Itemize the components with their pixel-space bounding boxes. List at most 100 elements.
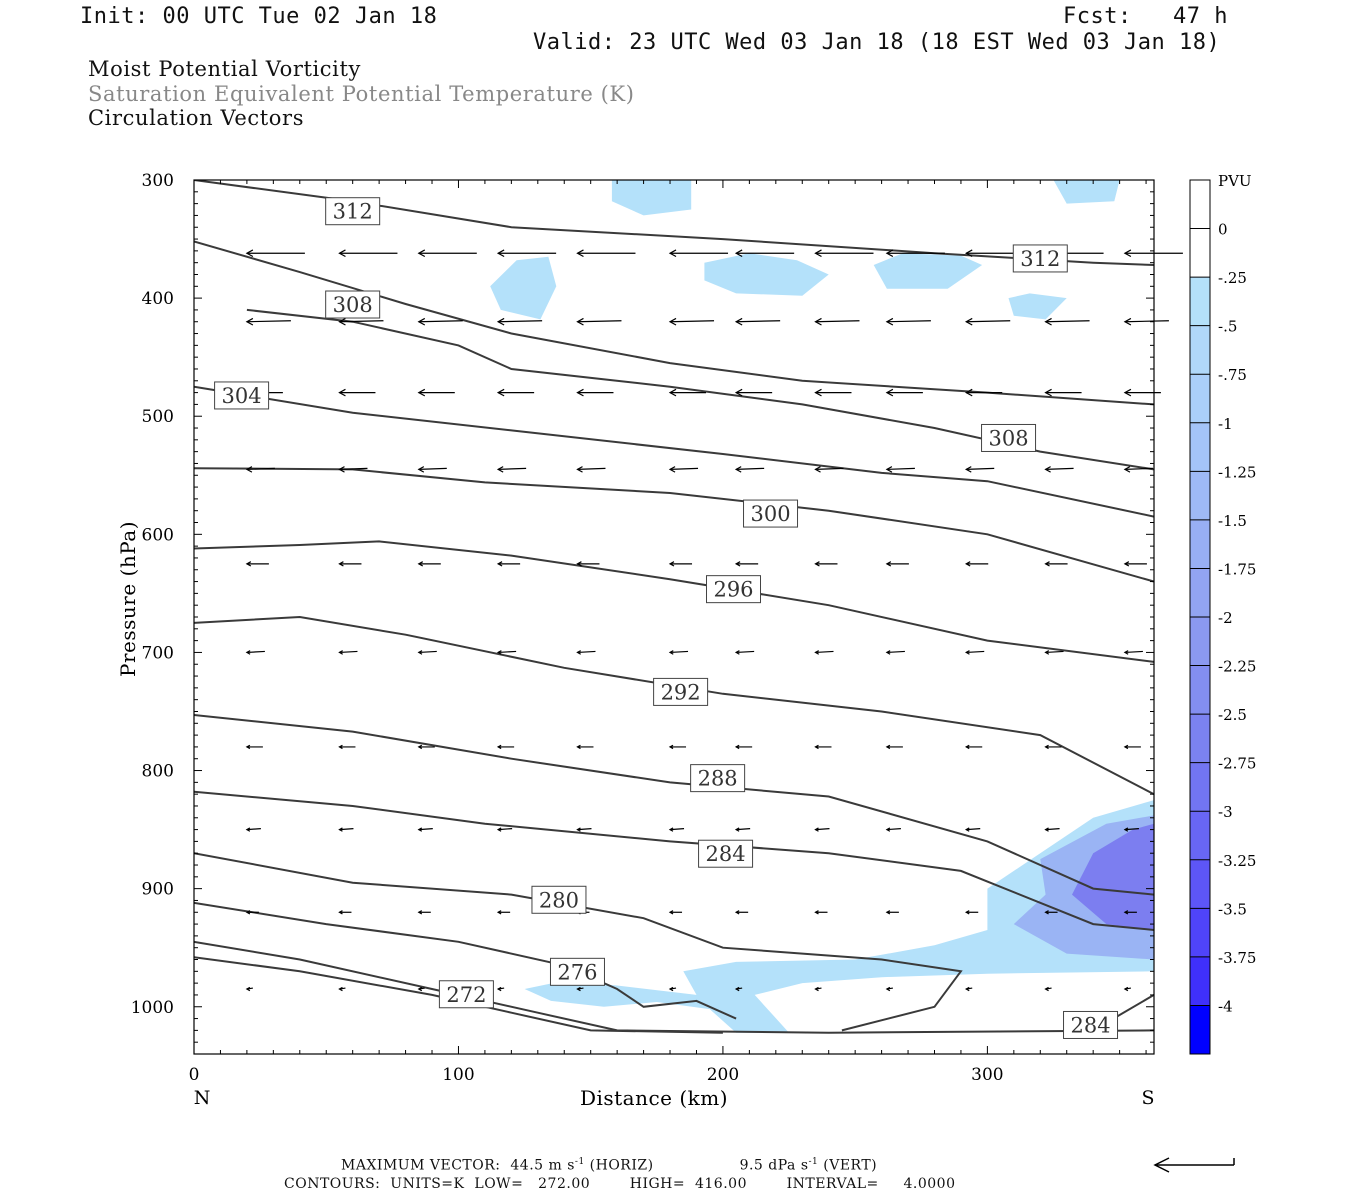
- vector-arrow: [885, 317, 931, 326]
- vector-arrow: [245, 744, 263, 750]
- vector-arrow: [496, 249, 557, 258]
- vector-arrow: [576, 827, 592, 832]
- vector-arrow: [576, 388, 614, 397]
- y-tick-label: 400: [142, 289, 174, 309]
- vector-arrow: [734, 388, 773, 397]
- vector-arrow: [885, 910, 899, 915]
- vector-arrow: [814, 317, 860, 326]
- colorbar-swatch: [1190, 956, 1210, 1006]
- vector-arrow: [885, 650, 905, 655]
- vector-arrow: [964, 466, 995, 473]
- vector-arrow: [496, 910, 511, 915]
- vector-arrow: [1044, 650, 1064, 655]
- vector-arrow: [964, 910, 979, 915]
- vector-arrow: [417, 388, 455, 397]
- colorbar-label: -2.75: [1218, 755, 1256, 773]
- vector-arrow: [668, 910, 683, 915]
- contour-label-text: 312: [333, 200, 373, 224]
- vector-arrow: [338, 744, 356, 750]
- vector-arrow: [668, 986, 677, 992]
- vector-arrow: [885, 249, 945, 258]
- contour-label-text: 284: [706, 842, 746, 866]
- vector-arrow: [885, 986, 893, 992]
- colorbar: 0 -.25 -.5 -.75 -1 -1.25 -1.5 -1.75 -2 -2.25 -2.5 -…: [1189, 172, 1256, 1055]
- vector-arrow: [1123, 986, 1132, 992]
- contour-label-text: 308: [333, 293, 373, 317]
- vector-arrow: [668, 249, 729, 258]
- contour-label-text: 284: [1070, 1013, 1110, 1037]
- vector-arrow: [964, 388, 1003, 397]
- vector-arrow: [668, 744, 687, 750]
- vector-arrow: [1044, 910, 1058, 915]
- vector-arrow: [668, 561, 693, 567]
- y-tick-label: 900: [142, 880, 174, 900]
- vector-arrow: [338, 910, 352, 915]
- colorbar-label: -1.5: [1218, 512, 1247, 530]
- vector-arrow: [1044, 744, 1062, 750]
- vector-arrow: [245, 827, 261, 832]
- colorbar-label: -2.25: [1218, 658, 1256, 676]
- contour-label-text: 300: [750, 502, 790, 526]
- colorbar-label: -3.75: [1218, 949, 1256, 967]
- vector-arrow: [576, 466, 606, 473]
- vector-arrow: [417, 249, 477, 258]
- contour-label-text: 280: [539, 888, 579, 912]
- colorbar-swatch: [1190, 859, 1210, 909]
- vector-arrow: [734, 827, 751, 832]
- x-tick-label: 300: [971, 1065, 1003, 1085]
- y-tick-label: 300: [142, 171, 174, 191]
- axes: 300 400 500 600 700 800 900 1000 0 100 200 300 N S Dis…: [116, 171, 1155, 1110]
- vector-arrow: [1123, 561, 1147, 567]
- vector-arrow: [814, 561, 838, 567]
- contour-label-text: 272: [446, 983, 486, 1007]
- contour-line-312: [194, 240, 1154, 406]
- contour-info-text: CONTOURS: UNITS=K LOW= 272.00 HIGH= 416.…: [284, 1176, 956, 1192]
- x-tick-label: 100: [442, 1065, 474, 1085]
- colorbar-swatch: [1190, 228, 1210, 278]
- vector-arrow: [1044, 388, 1082, 397]
- x-axis-label: Distance (km): [580, 1086, 728, 1110]
- colorbar-label: -4: [1218, 997, 1233, 1015]
- vector-arrow: [668, 317, 715, 326]
- vector-arrow: [576, 744, 594, 750]
- valid-time: Valid: 23 UTC Wed 03 Jan 18 (18 EST Wed …: [533, 30, 1221, 55]
- pv-shade-light: [611, 180, 692, 216]
- vector-arrow: [885, 744, 903, 750]
- colorbar-unit: PVU: [1218, 172, 1252, 190]
- colorbar-swatch: [1190, 325, 1210, 375]
- colorbar-label: -.5: [1218, 318, 1237, 336]
- contour-label-text: 276: [557, 960, 597, 984]
- init-time: Init: 00 UTC Tue 02 Jan 18: [80, 4, 438, 29]
- vector-arrow: [417, 466, 447, 473]
- vector-arrow: [417, 744, 435, 750]
- colorbar-label: -3: [1218, 803, 1233, 821]
- colorbar-label: -.75: [1218, 366, 1247, 384]
- vector-arrow: [496, 388, 535, 397]
- colorbar-label: -1: [1218, 415, 1233, 433]
- vector-arrow: [1123, 317, 1169, 326]
- vector-arrow: [417, 561, 441, 567]
- vector-arrow: [1044, 466, 1074, 473]
- contour-labels: 312 312 308 304 308 300 296 292 288 284 280 276 272 2…: [214, 197, 1119, 1039]
- vector-arrow: [245, 650, 265, 655]
- vector-arrow: [964, 744, 983, 750]
- vector-arrow: [734, 466, 765, 473]
- pv-shade-light: [1008, 293, 1067, 320]
- vector-arrow: [734, 561, 759, 567]
- contour-line-300: [194, 540, 1154, 663]
- pv-shading: [490, 180, 1154, 1033]
- colorbar-swatch: [1190, 568, 1210, 618]
- x-tick-label: 200: [707, 1065, 739, 1085]
- vector-arrow: [338, 317, 384, 326]
- vector-arrow: [885, 827, 901, 832]
- contour-line-292: [194, 714, 1154, 896]
- vector-arrow: [885, 466, 915, 473]
- vector-arrow: [417, 910, 431, 915]
- vector-arrow: [417, 827, 433, 832]
- vector-arrow: [814, 744, 832, 750]
- title-vectors: Circulation Vectors: [88, 106, 305, 130]
- vector-arrow: [1123, 827, 1139, 832]
- vector-arrow: [245, 561, 269, 567]
- contour-label-text: 296: [713, 578, 753, 602]
- contour-label: 276: [549, 957, 605, 986]
